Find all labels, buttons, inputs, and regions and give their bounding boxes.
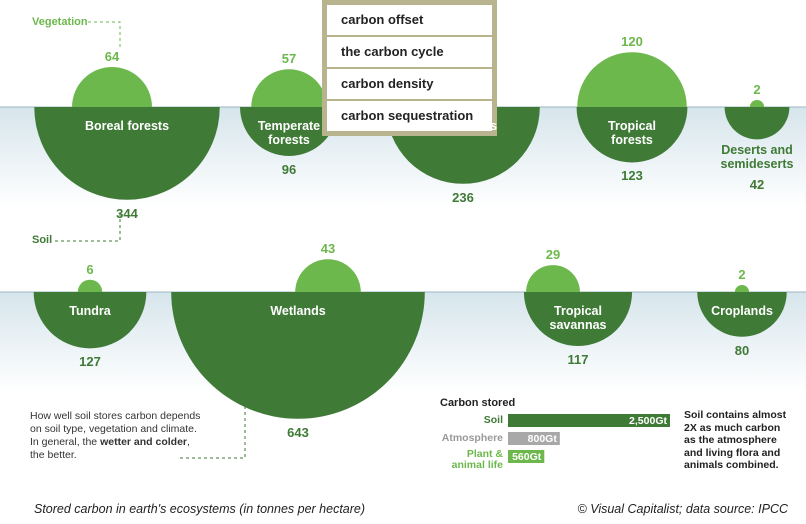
ecosystem-name: Temperate forests xyxy=(249,119,329,147)
vegetation-circle xyxy=(750,100,764,107)
note-bold: wetter and colder xyxy=(100,436,187,448)
ecosystem-name: Boreal forests xyxy=(67,119,187,133)
credit: © Visual Capitalist; data source: IPCC xyxy=(578,502,788,516)
vegetation-circle xyxy=(735,285,749,292)
soil-value: 80 xyxy=(712,343,772,358)
ecosystem-name: Tropical savannas xyxy=(533,304,623,332)
ecosystem-name: Croplands xyxy=(697,304,787,318)
bar-value-label: 800Gt xyxy=(508,433,557,445)
infographic: Vegetation Soil Carbon stored How well s… xyxy=(0,0,806,524)
ecosystem-name: Wetlands xyxy=(238,304,358,318)
bar-label: Plant & animal life xyxy=(433,449,503,471)
vegetation-circle xyxy=(526,265,580,292)
vegetation-value: 2 xyxy=(717,267,767,282)
bar-label: Atmosphere xyxy=(433,433,503,444)
ecosystem-name: Tundra xyxy=(45,304,135,318)
vegetation-value: 57 xyxy=(264,51,314,66)
menu-option[interactable]: carbon density xyxy=(327,69,492,101)
bar-label: Soil xyxy=(433,415,503,426)
vegetation-value: 43 xyxy=(303,241,353,256)
vegetation-circle xyxy=(251,69,326,107)
soil-value: 643 xyxy=(268,425,328,440)
bar-title: Carbon stored xyxy=(440,397,515,409)
menu-option[interactable]: carbon offset xyxy=(327,5,492,37)
soil-value: 127 xyxy=(60,354,120,369)
bar-value-label: 560Gt xyxy=(508,451,541,463)
caption: Stored carbon in earth's ecosystems (in … xyxy=(34,502,365,516)
soil-value: 123 xyxy=(602,168,662,183)
note-right: Soil contains almost 2X as much carbon a… xyxy=(684,409,790,472)
soil-value: 344 xyxy=(97,206,157,221)
soil-value: 236 xyxy=(433,190,493,205)
vegetation-circle xyxy=(295,259,361,292)
vegetation-value: 29 xyxy=(528,247,578,262)
vegetation-value: 120 xyxy=(607,34,657,49)
legend-soil: Soil xyxy=(32,234,52,246)
soil-value: 42 xyxy=(727,177,787,192)
menu-option[interactable]: the carbon cycle xyxy=(327,37,492,69)
ecosystem-name: Grasslands xyxy=(403,119,523,133)
vegetation-value: 6 xyxy=(65,262,115,277)
soil-value: 117 xyxy=(548,352,608,367)
note-left: How well soil stores carbon depends on s… xyxy=(30,410,205,462)
vegetation-value: 64 xyxy=(87,49,137,64)
vegetation-circle xyxy=(72,67,152,107)
legend-leader xyxy=(88,22,120,50)
soil-value: 96 xyxy=(259,162,319,177)
vegetation-value: 2 xyxy=(732,82,782,97)
ecosystem-name: Deserts and semideserts xyxy=(712,143,802,171)
vegetation-circle xyxy=(577,52,687,107)
ecosystem-name: Tropical forests xyxy=(592,119,672,147)
bar-value-label: 2,500Gt xyxy=(508,415,667,427)
legend-vegetation: Vegetation xyxy=(32,16,88,28)
vegetation-circle xyxy=(78,280,102,292)
